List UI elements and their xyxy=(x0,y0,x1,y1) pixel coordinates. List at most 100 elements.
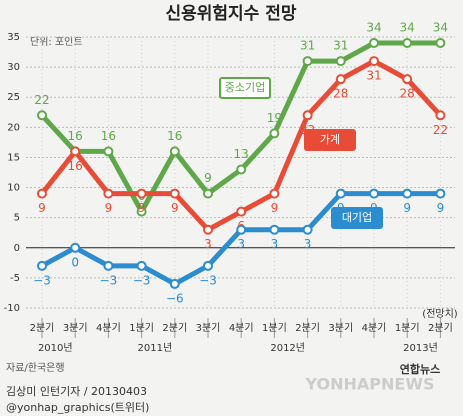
twitter: @yonhap_graphics(트위터) xyxy=(6,401,149,414)
data-label: 28 xyxy=(333,87,348,101)
data-label: 3 xyxy=(271,237,279,251)
point xyxy=(203,188,213,199)
data-label: 3 xyxy=(304,237,312,251)
data-label: 9 xyxy=(204,171,212,185)
x-tick-label: 3분기 xyxy=(63,322,88,334)
data-label: −6 xyxy=(166,291,184,305)
data-label: 3 xyxy=(237,237,245,251)
y-tick-label: 0 xyxy=(14,243,20,254)
point xyxy=(369,38,379,49)
point xyxy=(402,74,413,85)
forecast-note: (전망치) xyxy=(422,308,458,320)
point xyxy=(169,146,180,157)
point xyxy=(103,146,114,157)
x-tick-label: 2분기 xyxy=(162,322,187,334)
year-label: 2013년 xyxy=(403,342,438,354)
point xyxy=(37,260,47,271)
data-label: 31 xyxy=(366,69,381,83)
year-label: 2010년 xyxy=(38,342,73,354)
point xyxy=(136,206,147,217)
x-tick-label: 4분기 xyxy=(229,322,254,334)
data-label: 9 xyxy=(38,201,46,215)
data-label: 9 xyxy=(403,201,411,215)
data-label: 22 xyxy=(34,93,49,107)
point xyxy=(136,188,147,199)
unit-note: 단위: 포인트 xyxy=(30,35,83,48)
data-label: −3 xyxy=(199,273,217,287)
point xyxy=(203,224,213,235)
data-label: 3 xyxy=(204,237,212,251)
y-tick-label: 25 xyxy=(7,92,20,103)
x-tick-label: 2분기 xyxy=(295,322,320,334)
y-tick-label: 15 xyxy=(7,152,20,163)
y-tick-label: -10 xyxy=(4,303,20,314)
legend-box xyxy=(331,207,383,229)
x-tick-label: 2분기 xyxy=(30,322,55,334)
data-label: −3 xyxy=(33,273,51,287)
data-label: 16 xyxy=(167,129,182,143)
point xyxy=(203,260,213,271)
byline: 김상미 인턴기자 / 20130403 xyxy=(6,385,147,398)
data-label: 34 xyxy=(433,21,448,35)
point xyxy=(302,110,313,121)
point xyxy=(402,188,413,199)
y-tick-label: 10 xyxy=(7,183,20,194)
y-tick-label: 20 xyxy=(7,122,20,133)
legend-box xyxy=(304,129,356,151)
data-label: 16 xyxy=(68,159,83,173)
point xyxy=(236,164,247,175)
point xyxy=(269,224,280,235)
x-tick-label: 2분기 xyxy=(428,322,453,334)
data-label: 34 xyxy=(400,21,415,35)
point xyxy=(103,260,114,271)
point xyxy=(70,146,81,157)
point xyxy=(103,188,114,199)
data-label: 16 xyxy=(68,129,83,143)
data-label: 31 xyxy=(300,39,315,53)
x-tick-label: 1분기 xyxy=(129,322,154,334)
legend-label: 중소기업 xyxy=(225,81,265,94)
point xyxy=(169,278,180,289)
source: 자료/한국은행 xyxy=(6,362,65,374)
y-tick-label: 35 xyxy=(7,32,20,43)
data-label: −3 xyxy=(133,273,151,287)
point xyxy=(302,224,313,235)
point xyxy=(302,56,313,67)
data-label: 28 xyxy=(400,87,415,101)
point xyxy=(435,38,446,49)
data-label: 0 xyxy=(71,255,79,269)
data-label: 13 xyxy=(234,147,249,161)
point xyxy=(335,188,346,199)
point xyxy=(369,56,379,67)
x-tick-label: 3분기 xyxy=(196,322,221,334)
data-label: 34 xyxy=(366,21,381,35)
point xyxy=(335,74,346,85)
point xyxy=(435,110,446,121)
point xyxy=(402,38,413,49)
point xyxy=(269,128,280,139)
point xyxy=(335,56,346,67)
x-tick-label: 3분기 xyxy=(328,322,353,334)
watermark: YONHAPNEWS xyxy=(305,375,435,394)
y-tick-label: 5 xyxy=(14,213,20,224)
x-tick-label: 1분기 xyxy=(395,322,420,334)
legend-box xyxy=(219,77,271,99)
y-tick-label: -5 xyxy=(10,273,20,284)
point xyxy=(369,188,379,199)
point xyxy=(236,206,247,217)
data-label: 9 xyxy=(171,201,179,215)
y-tick-label: 30 xyxy=(7,62,20,73)
data-label: −3 xyxy=(100,273,118,287)
x-tick-label: 1분기 xyxy=(262,322,287,334)
chart-title: 신용위험지수 전망 xyxy=(165,3,296,24)
data-label: 31 xyxy=(333,39,348,53)
legend-label: 가계 xyxy=(320,133,340,146)
data-label: 9 xyxy=(437,201,445,215)
point xyxy=(169,188,180,199)
data-label: 22 xyxy=(433,123,448,137)
logo: 연합뉴스 xyxy=(400,362,440,376)
year-label: 2011년 xyxy=(138,342,173,354)
data-label: 19 xyxy=(267,111,282,125)
point xyxy=(37,188,47,199)
